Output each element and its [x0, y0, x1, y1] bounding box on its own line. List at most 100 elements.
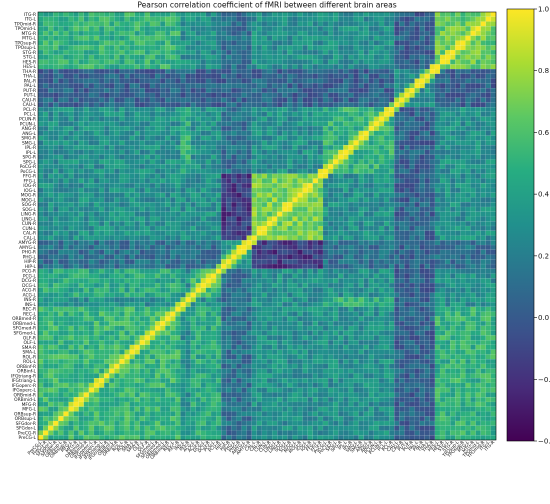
heatmap-cell: [358, 268, 364, 274]
heatmap-cell: [119, 35, 125, 41]
heatmap-cell: [236, 154, 242, 160]
heatmap-cell: [409, 68, 415, 74]
heatmap-cell: [139, 268, 146, 274]
heatmap-cell: [450, 173, 456, 179]
heatmap-cell: [378, 40, 385, 46]
heatmap-cell: [363, 107, 369, 113]
heatmap-cell: [226, 259, 232, 265]
heatmap-cell: [409, 11, 415, 17]
heatmap-cell: [78, 192, 84, 198]
heatmap-cell: [119, 154, 125, 160]
heatmap-cell: [475, 111, 481, 117]
heatmap-cell: [180, 173, 186, 179]
heatmap-cell: [399, 154, 405, 160]
heatmap-cell: [200, 202, 207, 208]
heatmap-cell: [429, 268, 436, 274]
heatmap-cell: [409, 254, 415, 260]
heatmap-cell: [37, 54, 44, 60]
heatmap-cell: [205, 64, 212, 70]
heatmap-cell: [231, 154, 237, 160]
heatmap-cell: [282, 249, 288, 255]
heatmap-cell: [180, 40, 186, 46]
heatmap-cell: [338, 54, 344, 60]
heatmap-cell: [465, 149, 471, 155]
heatmap-cell: [287, 244, 293, 250]
heatmap-cell: [373, 54, 380, 60]
heatmap-cell: [271, 183, 278, 189]
heatmap-cell: [134, 254, 140, 260]
heatmap-cell: [317, 254, 324, 260]
heatmap-cell: [78, 225, 84, 231]
heatmap-cell: [465, 126, 471, 132]
heatmap-cell: [368, 126, 375, 132]
heatmap-cell: [88, 16, 95, 22]
heatmap-cell: [261, 59, 268, 65]
heatmap-cell: [221, 244, 227, 250]
heatmap-cell: [68, 225, 74, 231]
heatmap-cell: [165, 83, 171, 89]
heatmap-cell: [251, 73, 257, 79]
heatmap-cell: [124, 102, 130, 108]
heatmap-cell: [307, 45, 313, 51]
heatmap-cell: [88, 45, 95, 51]
heatmap-cell: [195, 97, 201, 103]
heatmap-cell: [261, 35, 268, 41]
heatmap-cell: [348, 154, 354, 160]
heatmap-cell: [399, 244, 405, 250]
heatmap-cell: [490, 187, 497, 193]
heatmap-cell: [221, 68, 227, 74]
heatmap-cell: [338, 21, 344, 27]
heatmap-cell: [129, 197, 135, 203]
heatmap-cell: [419, 68, 425, 74]
heatmap-cell: [109, 111, 115, 117]
heatmap-cell: [450, 126, 456, 132]
heatmap-cell: [180, 78, 186, 84]
heatmap-cell: [348, 244, 354, 250]
heatmap-cell: [282, 121, 288, 127]
heatmap-cell: [348, 11, 354, 17]
heatmap-cell: [170, 107, 176, 113]
heatmap-cell: [119, 216, 125, 222]
heatmap-cell: [180, 221, 186, 227]
heatmap-cell: [424, 225, 431, 231]
heatmap-cell: [149, 254, 156, 260]
heatmap-cell: [231, 173, 237, 179]
heatmap-cell: [139, 206, 146, 212]
heatmap-cell: [485, 135, 492, 141]
heatmap-cell: [368, 64, 375, 70]
heatmap-cell: [424, 30, 431, 36]
heatmap-cell: [200, 130, 207, 136]
heatmap-cell: [251, 130, 257, 136]
heatmap-cell: [287, 249, 293, 255]
heatmap-cell: [190, 121, 196, 127]
heatmap-cell: [292, 26, 298, 32]
heatmap-cell: [277, 111, 283, 117]
heatmap-cell: [58, 268, 64, 274]
heatmap-cell: [195, 64, 201, 70]
heatmap-cell: [226, 254, 232, 260]
heatmap-cell: [470, 16, 476, 22]
heatmap-cell: [261, 216, 268, 222]
heatmap-cell: [205, 92, 212, 98]
heatmap-cell: [144, 164, 151, 170]
heatmap-cell: [78, 216, 84, 222]
heatmap-cell: [104, 235, 110, 241]
heatmap-cell: [154, 192, 161, 198]
heatmap-cell: [93, 235, 100, 241]
heatmap-cell: [221, 159, 227, 165]
heatmap-cell: [348, 97, 354, 103]
heatmap-cell: [160, 121, 166, 127]
heatmap-cell: [180, 116, 186, 122]
heatmap-cell: [302, 83, 308, 89]
heatmap-cell: [348, 168, 354, 174]
heatmap-cell: [119, 249, 125, 255]
heatmap-cell: [42, 206, 49, 212]
heatmap-cell: [348, 68, 354, 74]
heatmap-cell: [460, 211, 466, 217]
heatmap-cell: [190, 178, 196, 184]
heatmap-cell: [251, 111, 257, 117]
heatmap-cell: [383, 68, 390, 74]
heatmap-cell: [104, 45, 110, 51]
heatmap-cell: [200, 244, 207, 250]
heatmap-cell: [261, 97, 268, 103]
